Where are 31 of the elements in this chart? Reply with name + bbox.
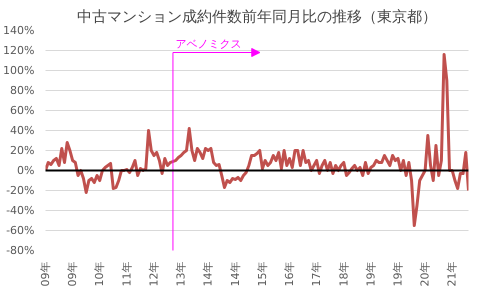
line-series [46,53,468,227]
x-tick-label: 10年 [93,261,106,286]
x-tick-label: 14年 [228,261,242,286]
y-tick-label: 80% [10,84,35,97]
x-tick-label: 16年 [283,261,296,286]
x-tick-label: 13年 [174,261,188,286]
x-tick-label: 09年 [39,261,52,286]
y-tick-label: 20% [10,144,35,157]
x-tick-label: 19年 [364,261,378,286]
y-tick-label: 140% [3,24,35,37]
y-tick-label: 40% [10,124,35,137]
ref-line-label: アベノミクス [176,38,242,50]
x-tick-label: 15年 [256,261,269,286]
y-tick-label: -40% [6,204,35,217]
x-tick-label: 09年 [66,261,80,286]
x-tick-label: 20年 [418,261,432,286]
chart-title: 中古マンション成約件数前年同月比の推移（東京都） [77,8,437,26]
x-tick-label: 11年 [120,261,134,286]
y-tick-label: -80% [6,244,35,257]
y-tick-label: 60% [10,104,35,117]
y-tick-label: -60% [6,224,35,237]
y-tick-label: 100% [3,64,35,77]
y-tick-label: 120% [3,44,35,57]
x-tick-label: 17年 [310,261,324,286]
x-tick-label: 18年 [337,261,350,286]
x-tick-label: 21年 [446,261,459,286]
x-tick-label: 19年 [392,261,404,286]
y-tick-label: 0% [17,164,34,177]
x-tick-label: 14年 [202,261,215,286]
x-tick-label: 12年 [147,261,160,286]
y-tick-label: -20% [6,184,35,197]
